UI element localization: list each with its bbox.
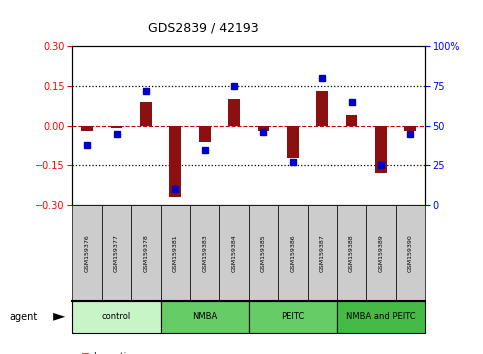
- Bar: [375, 126, 387, 173]
- Text: agent: agent: [10, 312, 38, 322]
- Text: GSM159390: GSM159390: [408, 234, 413, 272]
- Bar: [404, 126, 416, 131]
- Text: GSM159383: GSM159383: [202, 234, 207, 272]
- Text: GSM159381: GSM159381: [173, 234, 178, 272]
- Text: GDS2839 / 42193: GDS2839 / 42193: [147, 21, 258, 34]
- Text: ■: ■: [80, 352, 89, 354]
- Text: GSM159385: GSM159385: [261, 234, 266, 272]
- Text: GSM159389: GSM159389: [379, 234, 384, 272]
- Bar: [287, 126, 298, 158]
- Text: NMBA and PEITC: NMBA and PEITC: [346, 312, 416, 321]
- Bar: [228, 99, 240, 126]
- Text: GSM159387: GSM159387: [320, 234, 325, 272]
- Text: GSM159378: GSM159378: [143, 234, 148, 272]
- Bar: [81, 126, 93, 131]
- Bar: [199, 126, 211, 142]
- Text: GSM159386: GSM159386: [290, 234, 295, 272]
- Text: NMBA: NMBA: [192, 312, 217, 321]
- Bar: [140, 102, 152, 126]
- Text: log ratio: log ratio: [94, 352, 132, 354]
- Bar: [170, 126, 181, 198]
- Bar: [257, 126, 270, 131]
- Text: GSM159388: GSM159388: [349, 234, 354, 272]
- Text: control: control: [102, 312, 131, 321]
- Text: PEITC: PEITC: [281, 312, 304, 321]
- Bar: [346, 115, 357, 126]
- Text: GSM159377: GSM159377: [114, 234, 119, 272]
- Bar: [316, 91, 328, 126]
- Bar: [111, 126, 122, 128]
- Text: GSM159384: GSM159384: [231, 234, 237, 272]
- Text: GSM159376: GSM159376: [85, 234, 90, 272]
